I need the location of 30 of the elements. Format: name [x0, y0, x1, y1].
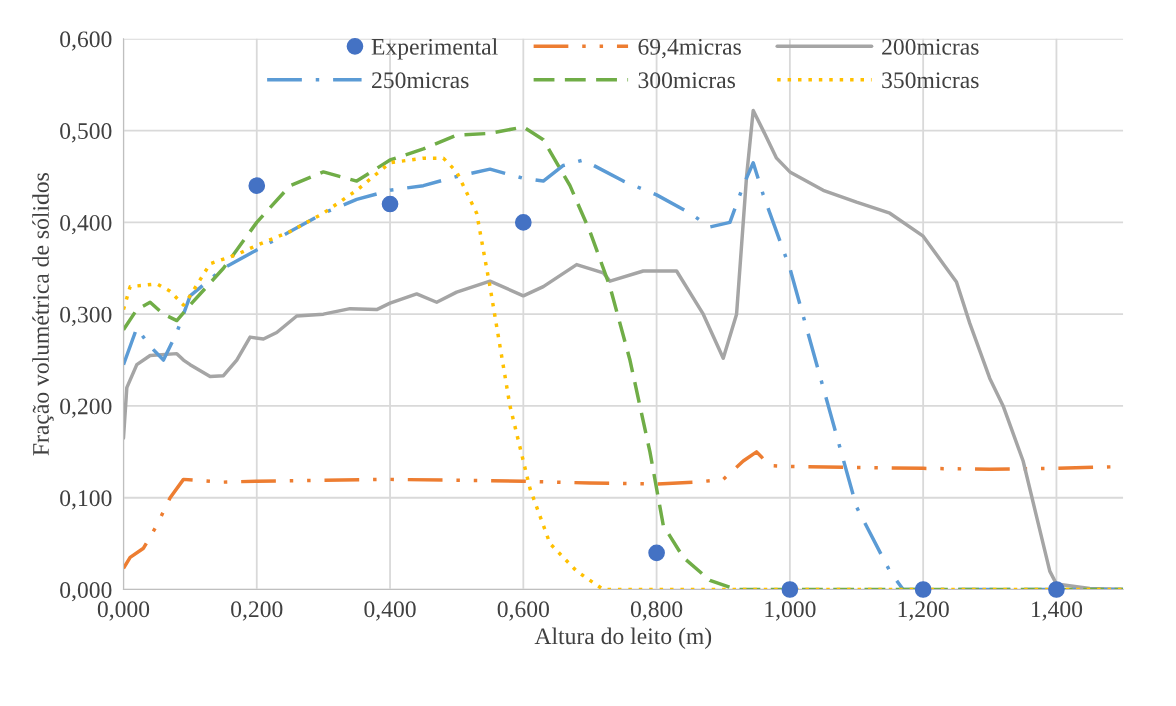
point: [514, 214, 532, 231]
legend-label: 200micras: [882, 38, 979, 55]
x-tick-label: 0,200: [231, 601, 283, 621]
point: [381, 195, 399, 213]
point: [914, 581, 932, 598]
y-tick-label: 0,500: [60, 123, 112, 143]
y-tick-label: 0,600: [60, 31, 112, 51]
x-tick-label: 1,200: [898, 601, 949, 621]
legend-label: 250micras: [372, 72, 469, 89]
legend-label: Experimental: [371, 38, 498, 60]
point: [781, 581, 799, 598]
y-tick-label: 0,100: [60, 490, 112, 510]
x-axis-title: Altura do leito (m): [534, 627, 712, 649]
x-tick-label: 0,400: [364, 601, 416, 621]
y-tick-label: 0,200: [60, 398, 112, 418]
x-tick-label: 1,000: [765, 601, 816, 621]
legend-label: 69,4micras: [638, 38, 741, 59]
x-tick-label: 0,800: [630, 601, 683, 621]
y-tick-label: 0,300: [60, 306, 112, 326]
x-tick-label: 0,000: [97, 601, 150, 621]
point: [648, 544, 665, 562]
point: [1048, 581, 1065, 598]
legend-label: 300micras: [638, 72, 736, 89]
y-tick-label: 0,400: [60, 214, 112, 235]
point: [248, 177, 266, 195]
y-tick-label: 0,000: [60, 582, 112, 602]
x-tick-label: 1,400: [1031, 601, 1083, 621]
legend-label: 350micras: [882, 72, 979, 89]
x-tick-label: 0,600: [497, 601, 549, 621]
y-axis-title: Fração volumétrica de sólidos: [32, 173, 54, 456]
